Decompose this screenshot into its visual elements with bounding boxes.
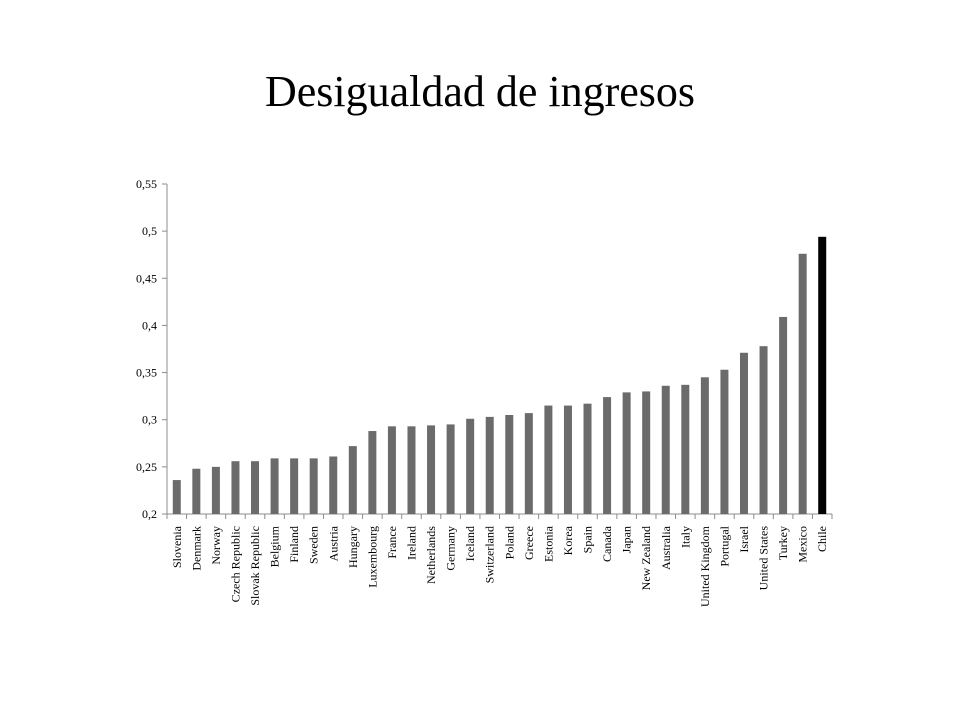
bar-norway: [211, 466, 220, 514]
bar-czech-republic: [231, 461, 240, 514]
bar-slovak-republic: [251, 461, 260, 514]
bar-united-kingdom: [700, 377, 709, 514]
category-label: Chile: [815, 526, 829, 552]
category-label: United States: [757, 526, 771, 591]
category-labels: Slovenia Denmark Norway Czech Republic Slova…: [170, 525, 829, 607]
bars: [172, 236, 827, 515]
bar-france: [387, 426, 396, 514]
category-label: France: [385, 526, 399, 559]
bar-estonia: [544, 405, 553, 514]
category-label: Slovak Republic: [248, 526, 262, 606]
category-label: Luxembourg: [365, 526, 379, 588]
category-label: Austria: [326, 525, 340, 561]
bar-hungary: [348, 446, 357, 514]
bar-switzerland: [485, 416, 494, 514]
category-label: Spain: [581, 526, 595, 553]
bar-israel: [739, 352, 748, 514]
category-label: Ireland: [404, 526, 418, 560]
bar-korea: [563, 405, 572, 514]
bar-canada: [603, 397, 612, 514]
category-label: Estonia: [541, 525, 555, 562]
category-label: Sweden: [307, 526, 321, 564]
y-tick-label: 0,25: [136, 460, 157, 474]
category-label: Japan: [620, 526, 634, 553]
category-label: Czech Republic: [228, 526, 242, 602]
y-tick-label: 0,4: [142, 318, 157, 332]
bar-finland: [290, 458, 299, 514]
category-label: Israel: [737, 525, 751, 552]
bar-chile: [818, 236, 827, 515]
category-label: Hungary: [346, 526, 360, 568]
bar-iceland: [466, 418, 475, 514]
y-tick-label: 0,45: [136, 271, 157, 285]
y-axis: 0,2 0,25 0,3 0,35 0,4 0,45 0,5 0,55: [136, 177, 168, 521]
bar-new-zealand: [642, 391, 651, 514]
bar-belgium: [270, 458, 279, 514]
bar-japan: [622, 392, 631, 514]
category-label: Greece: [522, 526, 536, 560]
bar-mexico: [798, 253, 807, 514]
category-label: Slovenia: [170, 525, 184, 568]
bar-luxembourg: [368, 431, 377, 514]
category-label: Italy: [678, 526, 692, 548]
category-label: Germany: [444, 526, 458, 571]
slide-title: Desigualdad de ingresos: [264, 67, 696, 116]
bar-spain: [583, 403, 592, 514]
bar-greece: [524, 413, 533, 514]
category-label: Denmark: [189, 526, 203, 571]
x-axis: [166, 513, 833, 519]
bar-united-states: [759, 346, 768, 514]
y-tick-label: 0,2: [142, 507, 157, 521]
bar-australia: [661, 385, 670, 514]
category-label: Iceland: [463, 526, 477, 561]
bar-portugal: [720, 369, 729, 514]
category-label: Mexico: [796, 526, 810, 563]
category-label: Finland: [287, 526, 301, 563]
category-label: Portugal: [717, 525, 731, 566]
category-label: Poland: [502, 526, 516, 559]
bar-denmark: [192, 468, 201, 514]
bar-netherlands: [427, 425, 436, 514]
y-tick-label: 0,3: [142, 413, 157, 427]
bar-turkey: [779, 316, 788, 514]
bar-germany: [446, 424, 455, 514]
bar-ireland: [407, 426, 416, 514]
y-tick-label: 0,55: [136, 177, 157, 191]
bar-slovenia: [172, 480, 181, 514]
category-label: Korea: [561, 525, 575, 555]
bar-sweden: [309, 458, 318, 514]
bar-poland: [505, 415, 514, 514]
category-label: Belgium: [268, 525, 282, 567]
bar-italy: [681, 384, 690, 514]
y-tick-label: 0,35: [136, 366, 157, 380]
y-tick-label: 0,5: [142, 224, 157, 238]
category-label: Switzerland: [483, 526, 497, 583]
category-label: Turkey: [776, 526, 790, 560]
category-label: Netherlands: [424, 526, 438, 584]
category-label: United Kingdom: [698, 525, 712, 607]
category-label: New Zealand: [639, 526, 653, 590]
category-label: Canada: [600, 525, 614, 562]
bar-austria: [329, 456, 338, 514]
category-label: Australia: [659, 525, 673, 570]
category-label: Norway: [209, 526, 223, 565]
